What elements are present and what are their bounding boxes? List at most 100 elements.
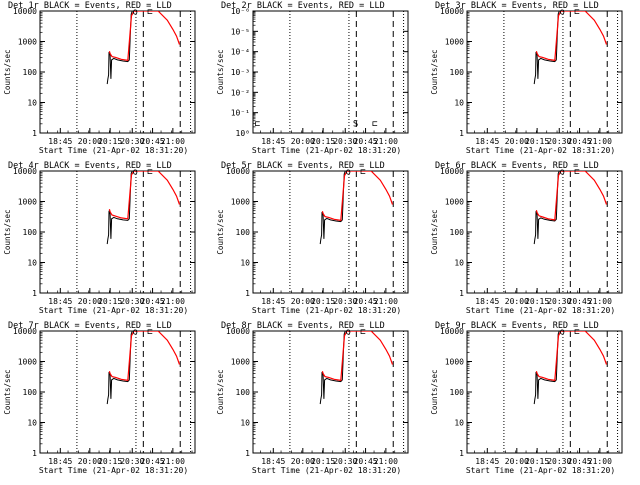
y-tick-label: 100 [23,228,38,237]
series-line-events [106,171,136,245]
x-tick-label: 20:45 [568,297,592,306]
plot-frame [466,10,623,134]
x-tick-label: 20:00 [78,297,102,306]
panel-title: Det 4r BLACK = Events, RED = LLD [8,161,172,171]
x-tick-label: 18:45 [261,457,285,466]
x-tick-label: 20:45 [568,137,592,146]
x-tick-label: 20:15 [98,297,122,306]
x-tick-label: 21:00 [374,457,398,466]
y-axis-label: Counts/sec [430,369,439,414]
panel-title: Det 7r BLACK = Events, RED = LLD [8,321,172,331]
y-axis-label: Counts/sec [3,209,12,254]
x-tick-label: 21:00 [161,457,185,466]
x-tick-label: 20:45 [568,457,592,466]
x-tick-label: 20:00 [78,137,102,146]
panel-title: Det 8r BLACK = Events, RED = LLD [221,321,385,331]
panel-title: Det 9r BLACK = Events, RED = LLD [435,321,599,331]
y-tick-label: 10 [454,99,464,108]
y-tick-label: 10 [27,99,37,108]
x-tick-label: 21:00 [374,137,398,146]
x-axis-label: Start Time (21-Apr-02 18:31:20) [466,466,615,475]
x-tick-label: 20:45 [141,297,165,306]
panel-title: Det 5r BLACK = Events, RED = LLD [221,161,385,171]
series-line-lld [108,171,181,220]
y-tick-label: 1 [459,289,464,298]
series-line-events [106,11,136,85]
series-line-lld [535,171,608,221]
y-axis-label: Counts/sec [216,49,225,94]
x-tick-label: 21:00 [161,297,185,306]
panel-title: Det 6r BLACK = Events, RED = LLD [435,161,599,171]
y-tick-label: 1000 [18,198,37,207]
x-tick-label: 21:00 [161,137,185,146]
x-axis-label: Start Time (21-Apr-02 18:31:20) [466,306,615,315]
y-tick-label: 100 [23,388,38,397]
x-tick-label: 20:30 [547,457,571,466]
y-tick-label: 10 [240,259,250,268]
series-line-events [533,171,563,245]
x-tick-label: 20:00 [291,137,315,146]
y-tick-label: 1000 [231,358,250,367]
x-tick-label: 18:45 [475,457,499,466]
x-tick-label: 20:00 [291,297,315,306]
x-tick-label: 20:15 [311,457,335,466]
y-tick-label: 1000 [18,358,37,367]
x-tick-label: 20:15 [98,137,122,146]
annotation-glyph: ⊏ [147,7,152,17]
panel-title: Det 3r BLACK = Events, RED = LLD [435,1,599,11]
x-tick-label: 20:00 [291,457,315,466]
y-tick-label: 1 [32,449,37,458]
x-tick-label: 20:30 [120,297,144,306]
annotation-glyph: o [133,327,138,337]
x-tick-label: 20:15 [311,137,335,146]
x-tick-label: 21:00 [374,297,398,306]
plot-frame [252,330,409,454]
annotation-glyph: ⊏ [147,327,152,337]
y-tick-label: 10 [240,419,250,428]
x-tick-label: 20:30 [547,137,571,146]
series-line-events [106,331,136,405]
y-tick-label: 100 [23,68,38,77]
series-line-lld [321,331,394,382]
y-tick-label: 1000 [445,38,464,47]
y-tick-label: 1000 [445,358,464,367]
plot-frame [39,330,196,454]
x-axis-label: Start Time (21-Apr-02 18:31:20) [39,466,188,475]
y-tick-label: 10⁻⁵ [231,27,250,36]
annotation-glyph: o [560,327,565,337]
x-tick-label: 21:00 [588,457,612,466]
x-axis-label: Start Time (21-Apr-02 18:31:20) [466,146,615,155]
y-tick-label: 100 [450,228,465,237]
series-line-lld [535,11,608,62]
x-tick-label: 20:30 [120,457,144,466]
x-tick-label: 21:00 [588,297,612,306]
y-tick-label: 100 [236,228,251,237]
y-tick-label: 10⁻² [231,88,250,97]
x-tick-label: 20:45 [141,137,165,146]
annotation-glyph: o [346,167,351,177]
plot-frame [39,10,196,134]
x-tick-label: 18:45 [475,137,499,146]
x-tick-label: 18:45 [48,137,72,146]
annotation-glyph: ⊏ [574,327,579,337]
annotation-glyph: ⊏ [360,167,365,177]
panel-title: Det 1r BLACK = Events, RED = LLD [8,1,172,11]
x-tick-label: 20:00 [505,457,529,466]
y-axis-label: Counts/sec [216,369,225,414]
y-tick-label: 10000 [13,327,37,336]
x-tick-label: 20:45 [354,137,378,146]
x-tick-label: 18:45 [48,457,72,466]
plot-frame [252,10,409,134]
x-axis-label: Start Time (21-Apr-02 18:31:20) [39,146,188,155]
y-tick-label: 10⁻⁶ [231,7,250,16]
x-tick-label: 20:30 [333,137,357,146]
y-axis-label: Counts/sec [430,209,439,254]
y-tick-label: 10 [454,419,464,428]
y-tick-label: 1000 [445,198,464,207]
y-tick-label: 100 [450,388,465,397]
y-tick-label: 1 [32,289,37,298]
